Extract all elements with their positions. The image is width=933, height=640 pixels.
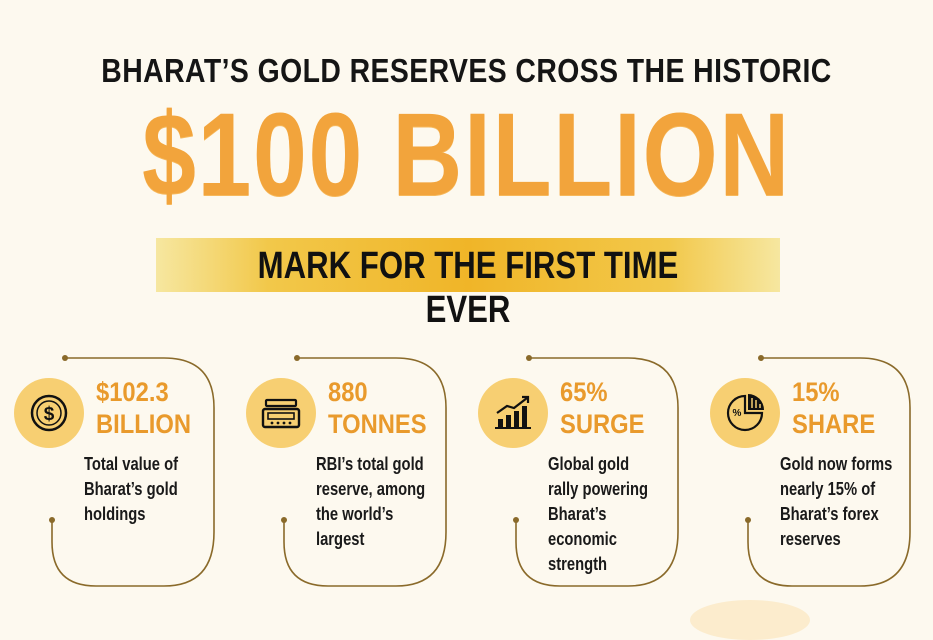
icon-badge: %	[710, 378, 780, 448]
card-frame	[281, 355, 447, 587]
weighing-scale-icon	[261, 398, 301, 429]
pie-chart-icon: %	[726, 394, 764, 432]
decorative-glow	[690, 600, 810, 640]
icon-badge	[246, 378, 316, 448]
card-frame	[745, 355, 911, 587]
stat-value: 880 TONNES	[328, 377, 427, 439]
icon-badge: $	[14, 378, 84, 448]
stat-value: $102.3 BILLION	[96, 377, 192, 439]
stat-description: Total value of Bharat’s gold holdings	[84, 454, 179, 524]
icon-badge	[478, 378, 548, 448]
headline: BHARAT’S GOLD RESERVES CROSS THE HISTORI…	[101, 52, 832, 89]
stat-card-tonnes: 880 TONNES RBI’s total gold reserve, amo…	[246, 352, 471, 592]
stat-description: RBI’s total gold reserve, among the worl…	[316, 454, 426, 549]
stat-description: Global gold rally powering Bharat’s econ…	[548, 454, 649, 574]
headline-big-figure: $100 BILLION	[142, 89, 791, 221]
banner-background	[156, 238, 780, 292]
stat-card-surge: 65% SURGE Global gold rally powering Bha…	[478, 352, 703, 592]
dollar-coin-icon: $	[30, 394, 68, 432]
svg-text:%: %	[733, 408, 742, 419]
stat-description: Gold now forms nearly 15% of Bharat’s fo…	[780, 454, 893, 549]
stat-card-share: % 15% SHARE Gold now forms nearly 15% of…	[710, 352, 933, 592]
banner-text: MARK FOR THE FIRST TIME EVER	[257, 245, 679, 331]
stat-value: 15% SHARE	[792, 377, 876, 439]
growth-chart-icon	[495, 395, 531, 429]
stat-value: 65% SURGE	[560, 377, 645, 439]
card-frame	[49, 355, 215, 587]
card-frame	[513, 355, 679, 587]
stat-card-gold-value: $ $102.3 BILLION Total value of Bharat’s…	[14, 352, 239, 592]
svg-text:$: $	[44, 404, 55, 425]
